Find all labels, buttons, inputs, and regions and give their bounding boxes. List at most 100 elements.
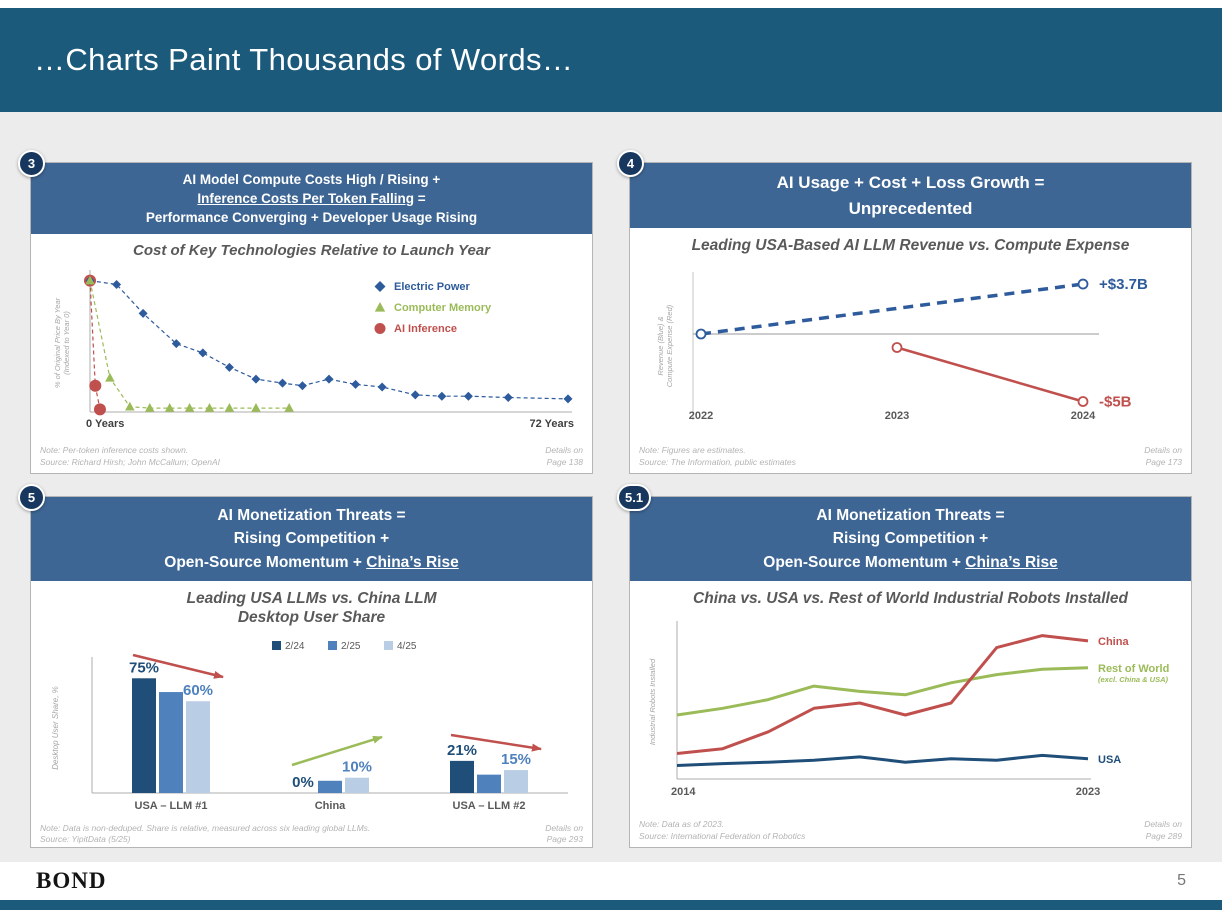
- panel-footnote: Note: Data is non-deduped. Share is rela…: [31, 821, 592, 851]
- industrial-robots-chart: Industrial Robots Installed 2014 2023 China…: [648, 621, 1169, 798]
- top-strip: [0, 0, 1222, 8]
- slide-title: …Charts Paint Thousands of Words…: [34, 42, 574, 77]
- series-Revenue: [700, 282, 1083, 337]
- panel-header: AI Usage + Cost + Loss Growth = Unprecede…: [630, 163, 1191, 228]
- panel-badge-5: 5: [18, 484, 45, 511]
- svg-text:Computer Memory: Computer Memory: [394, 302, 492, 314]
- series-Compute Expense: [896, 346, 1083, 404]
- svg-text:Desktop User Share, %: Desktop User Share, %: [51, 686, 60, 770]
- svg-text:Industrial Robots Installed: Industrial Robots Installed: [648, 658, 657, 745]
- details-ref: Details on Page 293: [545, 822, 583, 844]
- svg-text:% of Original Price By Year: % of Original Price By Year: [53, 298, 62, 389]
- source-text: Source: Richard Hirsh; John McCallum; Op…: [40, 456, 220, 467]
- source-text: Source: International Federation of Robo…: [639, 830, 806, 841]
- svg-text:Electric Power: Electric Power: [394, 281, 471, 293]
- svg-text:2/25: 2/25: [341, 641, 361, 652]
- bar-2/25: [318, 780, 342, 793]
- svg-text:2024: 2024: [1070, 410, 1095, 422]
- details-ref: Details on Page 138: [545, 445, 583, 467]
- panel-header: AI Model Compute Costs High / Rising + In…: [31, 163, 592, 235]
- svg-text:2/24: 2/24: [285, 641, 305, 652]
- panel-badge-51: 5.1: [617, 484, 652, 511]
- svg-text:10%: 10%: [342, 758, 372, 775]
- svg-text:2014: 2014: [671, 786, 696, 798]
- note-text: Note: Per-token inference costs shown.: [40, 445, 189, 456]
- svg-text:USA – LLM #1: USA – LLM #1: [135, 800, 208, 812]
- svg-text:21%: 21%: [447, 741, 477, 758]
- bar-2/25: [477, 774, 501, 793]
- svg-text:+$3.7B: +$3.7B: [1099, 276, 1148, 293]
- note-source: Note: Per-token inference costs shown. S…: [40, 445, 220, 468]
- panel-footnote: Note: Data as of 2023. Source: Internati…: [630, 817, 1191, 847]
- slide-footer: BOND 5: [0, 862, 1222, 900]
- svg-text:2022: 2022: [688, 410, 712, 422]
- panel-4-usage-cost-loss: 4 AI Usage + Cost + Loss Growth = Unprece…: [617, 150, 1192, 474]
- trend-arrow: [450, 733, 542, 752]
- panel-header: AI Monetization Threats = Rising Competit…: [31, 497, 592, 581]
- svg-text:USA: USA: [1098, 754, 1121, 766]
- chart-title: Leading USA LLMs vs. China LLM Desktop U…: [186, 589, 437, 627]
- svg-text:0%: 0%: [292, 774, 314, 791]
- svg-text:Compute Expense (Red): Compute Expense (Red): [665, 305, 674, 388]
- llm-user-share-chart: Desktop User Share, % 2/24 2/25 4/25 USA – L…: [51, 640, 568, 812]
- svg-text:2023: 2023: [884, 410, 908, 422]
- panel-5-monetization-threats: 5 AI Monetization Threats = Rising Compet…: [18, 484, 593, 851]
- source-text: Source: The Information, public estimate…: [639, 456, 796, 467]
- svg-text:(excl. China & USA): (excl. China & USA): [1098, 675, 1169, 684]
- note-text: Note: Figures are estimates.: [639, 445, 746, 456]
- panel-header: AI Monetization Threats = Rising Competit…: [630, 497, 1191, 581]
- svg-text:72 Years: 72 Years: [530, 418, 574, 430]
- svg-text:USA – LLM #2: USA – LLM #2: [453, 800, 526, 812]
- series-Rest of World: [676, 666, 1088, 717]
- source-text: Source: YipitData (5/25): [40, 833, 131, 844]
- svg-text:China: China: [315, 800, 346, 812]
- svg-text:AI Inference: AI Inference: [394, 323, 457, 335]
- content-grid: 3 AI Model Compute Costs High / Rising +…: [0, 112, 1222, 862]
- svg-text:60%: 60%: [183, 682, 213, 699]
- details-ref: Details on Page 173: [1144, 445, 1182, 467]
- chart-title: China vs. USA vs. Rest of World Industri…: [693, 589, 1128, 607]
- note-source: Note: Data is non-deduped. Share is rela…: [40, 823, 370, 846]
- bond-logo: BOND: [36, 868, 107, 893]
- panel-footnote: Note: Per-token inference costs shown. S…: [31, 443, 592, 473]
- bottom-bar: [0, 900, 1222, 910]
- svg-text:China: China: [1098, 636, 1129, 648]
- chart-title: Cost of Key Technologies Relative to Lau…: [132, 242, 491, 260]
- bar-2/24: [132, 677, 156, 793]
- svg-text:-$5B: -$5B: [1099, 394, 1132, 411]
- page-number: 5: [1177, 872, 1186, 889]
- svg-text:2023: 2023: [1075, 786, 1099, 798]
- svg-text:0 Years: 0 Years: [86, 418, 124, 430]
- svg-text:(Indexed to Year 0): (Indexed to Year 0): [62, 311, 71, 375]
- series-Computer Memory: [89, 280, 290, 409]
- details-ref: Details on Page 289: [1144, 819, 1182, 841]
- svg-text:15%: 15%: [501, 751, 531, 768]
- note-text: Note: Data is non-deduped. Share is rela…: [40, 822, 371, 833]
- panel-badge-4: 4: [617, 150, 644, 177]
- trend-arrow: [132, 653, 224, 679]
- series-USA: [676, 754, 1088, 768]
- panel-footnote: Note: Figures are estimates. Source: The…: [630, 443, 1191, 473]
- chart-title: Leading USA-Based AI LLM Revenue vs. Com…: [691, 237, 1130, 254]
- revenue-vs-expense-chart: Revenue (Blue) & Compute Expense (Red) 202…: [656, 272, 1148, 422]
- note-source: Note: Figures are estimates. Source: The…: [639, 445, 796, 468]
- cost-of-technologies-chart: % of Original Price By Year (Indexed to Y…: [53, 270, 574, 430]
- bar-2/24: [450, 760, 474, 793]
- note-source: Note: Data as of 2023. Source: Internati…: [639, 819, 805, 842]
- note-text: Note: Data as of 2023.: [639, 819, 725, 830]
- series-China: [676, 634, 1088, 756]
- bar-2/25: [159, 691, 183, 793]
- bar-4/25: [186, 700, 210, 793]
- bar-4/25: [504, 769, 528, 793]
- svg-text:4/25: 4/25: [397, 641, 417, 652]
- svg-text:Rest of World: Rest of World: [1098, 663, 1169, 675]
- trend-arrow: [291, 735, 383, 766]
- slide-header: …Charts Paint Thousands of Words…: [0, 8, 1222, 112]
- panel-51-industrial-robots: 5.1 AI Monetization Threats = Rising Comp…: [617, 484, 1192, 848]
- bar-4/25: [345, 777, 369, 793]
- panel-badge-3: 3: [18, 150, 45, 177]
- svg-text:Revenue (Blue) &: Revenue (Blue) &: [656, 317, 665, 376]
- svg-text:75%: 75%: [129, 659, 159, 676]
- panel-3-compute-costs: 3 AI Model Compute Costs High / Rising +…: [18, 150, 593, 474]
